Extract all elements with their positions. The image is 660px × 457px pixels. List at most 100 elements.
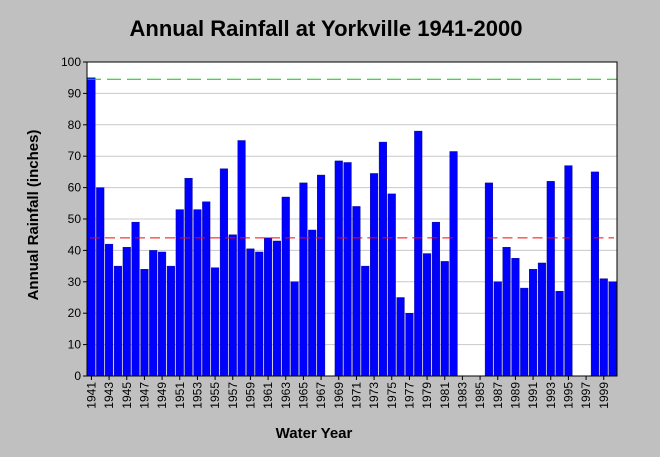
y-tick-label: 80 bbox=[68, 118, 82, 132]
bar-1961 bbox=[264, 237, 273, 377]
bar-1969 bbox=[334, 160, 343, 377]
bar-1960 bbox=[255, 251, 264, 377]
bar-1952 bbox=[184, 177, 193, 377]
bar-1964 bbox=[290, 281, 299, 377]
bar-1965 bbox=[299, 182, 308, 377]
x-tick-label-1943: 1943 bbox=[102, 382, 116, 409]
bar-2000 bbox=[608, 281, 617, 377]
bar-1999 bbox=[599, 278, 608, 377]
y-tick-label: 60 bbox=[68, 181, 82, 195]
x-tick-label-1959: 1959 bbox=[243, 382, 257, 409]
bar-1981 bbox=[440, 261, 449, 377]
bar-1991 bbox=[529, 269, 538, 377]
x-tick-label-1985: 1985 bbox=[473, 382, 487, 409]
bar-1962 bbox=[272, 240, 281, 377]
bar-1995 bbox=[564, 165, 573, 377]
x-tick-label-1957: 1957 bbox=[226, 382, 240, 409]
y-tick-label: 90 bbox=[68, 86, 82, 100]
y-tick-label: 100 bbox=[61, 55, 81, 69]
x-tick-label-1977: 1977 bbox=[402, 382, 416, 409]
bar-1959 bbox=[246, 248, 255, 377]
x-tick-label-1989: 1989 bbox=[508, 382, 522, 409]
y-tick-label: 70 bbox=[68, 149, 82, 163]
bar-1942 bbox=[96, 187, 105, 377]
x-tick-label-1941: 1941 bbox=[84, 382, 98, 409]
bar-1955 bbox=[211, 267, 220, 377]
bar-1941 bbox=[87, 77, 96, 377]
bar-1998 bbox=[590, 171, 599, 377]
bar-1947 bbox=[140, 269, 149, 377]
x-tick-label-1987: 1987 bbox=[491, 382, 505, 409]
bar-1943 bbox=[105, 243, 114, 377]
bar-1946 bbox=[131, 221, 140, 377]
bar-1967 bbox=[317, 174, 326, 377]
y-axis-label: Annual Rainfall (inches) bbox=[25, 130, 42, 301]
bar-1945 bbox=[122, 247, 131, 377]
bar-1950 bbox=[166, 265, 175, 377]
y-tick-label: 10 bbox=[68, 338, 82, 352]
bar-1986 bbox=[484, 182, 493, 377]
x-tick-label-1975: 1975 bbox=[385, 382, 399, 409]
bar-1954 bbox=[202, 201, 211, 377]
bar-1956 bbox=[219, 168, 228, 377]
bar-1982 bbox=[449, 151, 458, 377]
bar-1944 bbox=[113, 265, 122, 377]
bar-1949 bbox=[158, 251, 167, 377]
x-tick-label-1993: 1993 bbox=[544, 382, 558, 409]
bar-1970 bbox=[343, 162, 352, 377]
bar-1994 bbox=[555, 291, 564, 377]
bar-1976 bbox=[396, 297, 405, 377]
x-tick-label-1981: 1981 bbox=[438, 382, 452, 409]
bar-1948 bbox=[149, 250, 158, 377]
x-axis-label: Water Year bbox=[276, 425, 353, 442]
bar-1990 bbox=[520, 287, 529, 377]
bar-1972 bbox=[361, 265, 370, 377]
x-tick-label-1997: 1997 bbox=[579, 382, 593, 409]
bar-1993 bbox=[546, 181, 555, 377]
bar-1974 bbox=[378, 141, 387, 377]
bar-1989 bbox=[511, 258, 520, 377]
x-tick-label-1947: 1947 bbox=[137, 382, 151, 409]
bar-1978 bbox=[414, 130, 423, 377]
bar-1979 bbox=[423, 253, 432, 377]
y-tick-label: 20 bbox=[68, 306, 82, 320]
x-tick-label-1973: 1973 bbox=[367, 382, 381, 409]
plot-area: 0 10 20 30 40 50 60 70 80 90 100 1941 1943 1945 1947 19… bbox=[61, 55, 618, 409]
x-tick-label-1991: 1991 bbox=[526, 382, 540, 409]
x-tick-label-1971: 1971 bbox=[349, 382, 363, 409]
bar-1973 bbox=[370, 173, 379, 377]
y-tick-label: 50 bbox=[68, 212, 82, 226]
x-tick-label-1955: 1955 bbox=[208, 382, 222, 409]
bar-1958 bbox=[237, 140, 246, 377]
bar-1963 bbox=[281, 196, 290, 377]
x-tick-label-1969: 1969 bbox=[332, 382, 346, 409]
y-tick-label: 40 bbox=[68, 243, 82, 257]
x-tick-label-1963: 1963 bbox=[279, 382, 293, 409]
x-tick-label-1961: 1961 bbox=[261, 382, 275, 409]
x-tick-label-1965: 1965 bbox=[296, 382, 310, 409]
x-tick-label-1945: 1945 bbox=[120, 382, 134, 409]
x-tick-label-1949: 1949 bbox=[155, 382, 169, 409]
bar-1987 bbox=[493, 281, 502, 377]
bar-1966 bbox=[308, 229, 317, 377]
x-tick-label-1953: 1953 bbox=[190, 382, 204, 409]
x-tick-label-1995: 1995 bbox=[561, 382, 575, 409]
plot-border bbox=[86, 61, 618, 377]
bar-1980 bbox=[431, 221, 440, 377]
bar-1971 bbox=[352, 206, 361, 377]
x-tick-label-1951: 1951 bbox=[173, 382, 187, 409]
x-tick-label-1967: 1967 bbox=[314, 382, 328, 409]
bar-1988 bbox=[502, 247, 511, 377]
bar-1951 bbox=[175, 209, 184, 377]
bar-1957 bbox=[228, 234, 237, 377]
bar-1992 bbox=[537, 262, 546, 377]
chart-title: Annual Rainfall at Yorkville 1941-2000 bbox=[130, 16, 523, 41]
bar-1953 bbox=[193, 209, 202, 377]
y-tick-label: 0 bbox=[74, 369, 81, 383]
bar-1975 bbox=[387, 193, 396, 377]
y-tick-label: 30 bbox=[68, 275, 82, 289]
x-tick-label-1999: 1999 bbox=[597, 382, 611, 409]
x-tick-label-1979: 1979 bbox=[420, 382, 434, 409]
x-tick-label-1983: 1983 bbox=[455, 382, 469, 409]
